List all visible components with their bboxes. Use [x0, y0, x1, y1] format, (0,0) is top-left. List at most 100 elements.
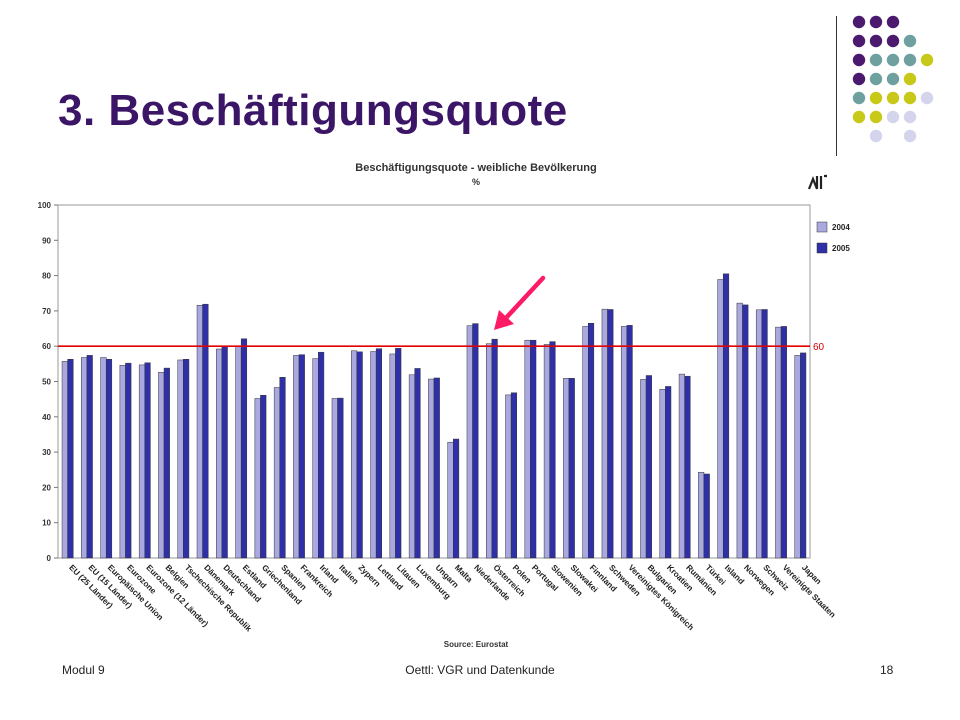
- y-tick-label: 0: [47, 554, 52, 563]
- decorative-dot: [920, 91, 934, 105]
- bar-2005: [240, 338, 248, 559]
- bar-2005: [318, 351, 325, 559]
- decorative-dot: [852, 110, 866, 124]
- decorative-dot: [886, 91, 900, 105]
- decorative-dot: [869, 15, 883, 29]
- bar-2004: [331, 398, 338, 559]
- decorative-dot: [869, 91, 883, 105]
- bar-2004: [81, 357, 88, 559]
- decorative-dot: [869, 129, 883, 143]
- bar-2005: [453, 438, 460, 559]
- bar-2005: [568, 378, 575, 559]
- bar-2004: [370, 351, 377, 559]
- bar-2004: [717, 279, 724, 559]
- decorative-dot: [920, 53, 934, 67]
- chart-source: Source: Eurostat: [444, 640, 509, 649]
- bar-2005: [780, 326, 787, 559]
- chart-subtitle: %: [472, 177, 480, 187]
- decorative-dot: [852, 34, 866, 48]
- bar-2004: [351, 350, 358, 559]
- bar-2004: [196, 305, 203, 559]
- bars: [61, 273, 807, 559]
- bar-2005: [684, 375, 691, 559]
- legend: 2004 2005: [816, 221, 850, 254]
- decorative-dot: [886, 72, 900, 86]
- bar-2005: [472, 323, 479, 559]
- reference-line: 60: [58, 342, 825, 353]
- bar-2005: [298, 354, 305, 559]
- bar-2004: [119, 365, 126, 559]
- bar-2004: [563, 378, 570, 559]
- legend-swatch-2004: [816, 221, 828, 233]
- bar-2005: [163, 367, 170, 559]
- bar-2004: [408, 374, 415, 559]
- bar-2005: [761, 309, 768, 559]
- chart-logo-icon: [807, 174, 827, 190]
- bar-2004: [293, 355, 300, 559]
- bar-2004: [216, 348, 223, 559]
- bar-2004: [273, 387, 280, 559]
- decorative-dot: [903, 110, 917, 124]
- bar-2005: [645, 375, 652, 559]
- bar-2004: [543, 344, 550, 559]
- decorative-dot: [886, 15, 900, 29]
- bar-2005: [337, 397, 344, 559]
- bar-2004: [505, 394, 512, 559]
- bar-2005: [86, 355, 93, 559]
- bar-2004: [582, 326, 589, 559]
- y-tick-label: 20: [42, 483, 51, 492]
- footer-course: Oettl: VGR und Datenkunde: [405, 663, 555, 677]
- bar-2005: [202, 303, 209, 559]
- footer-module: Modul 9: [62, 663, 105, 677]
- y-tick-label: 80: [42, 272, 51, 281]
- decorative-dot: [903, 129, 917, 143]
- bar-2005: [491, 338, 498, 559]
- bar-2005: [607, 309, 614, 559]
- bar-2004: [138, 364, 146, 559]
- bar-2004: [100, 357, 107, 559]
- bar-2005: [221, 345, 228, 559]
- bar-2004: [466, 325, 473, 559]
- bar-2005: [549, 341, 556, 559]
- y-tick-label: 40: [42, 413, 51, 422]
- y-tick-label: 50: [42, 378, 51, 387]
- decorative-dot: [903, 91, 917, 105]
- decorative-dot: [869, 110, 883, 124]
- decorative-dot: [852, 91, 866, 105]
- decorative-dot: [886, 34, 900, 48]
- slide-title: 3. Beschäftigungsquote: [58, 86, 568, 135]
- decorative-dot: [869, 34, 883, 48]
- bar-2005: [183, 359, 190, 559]
- bar-2004: [640, 379, 647, 559]
- bar-2004: [485, 343, 493, 559]
- decorative-dot: [903, 34, 917, 48]
- bar-2005: [375, 348, 383, 559]
- bar-2004: [755, 309, 763, 559]
- bar-2005: [433, 377, 440, 559]
- bar-2005: [356, 351, 363, 559]
- bar-2005: [395, 348, 402, 559]
- bar-2004: [775, 326, 782, 559]
- decorative-dot: [886, 53, 900, 67]
- bar-2005: [105, 359, 113, 559]
- bar-2004: [659, 389, 666, 559]
- bar-2005: [588, 323, 595, 559]
- decorative-dot: [903, 53, 917, 67]
- footer-page-number: 18: [880, 663, 894, 677]
- decorative-dot: [903, 72, 917, 86]
- bar-2004: [447, 441, 454, 559]
- bar-2004: [312, 358, 319, 559]
- bar-2005: [260, 395, 267, 559]
- bar-2005: [144, 362, 151, 559]
- bar-2004: [235, 345, 242, 559]
- bar-2004: [794, 355, 801, 559]
- x-tick-label: Italien: [337, 563, 360, 586]
- bar-2004: [736, 302, 743, 559]
- bar-2005: [510, 392, 517, 559]
- bar-2004: [254, 398, 261, 559]
- chart-title: Beschäftigungsquote - weibliche Bevölker…: [355, 162, 596, 174]
- decorative-dot-grid: [852, 15, 934, 143]
- bar-2004: [158, 372, 165, 559]
- decorative-dot: [869, 53, 883, 67]
- y-tick-label: 100: [38, 201, 52, 210]
